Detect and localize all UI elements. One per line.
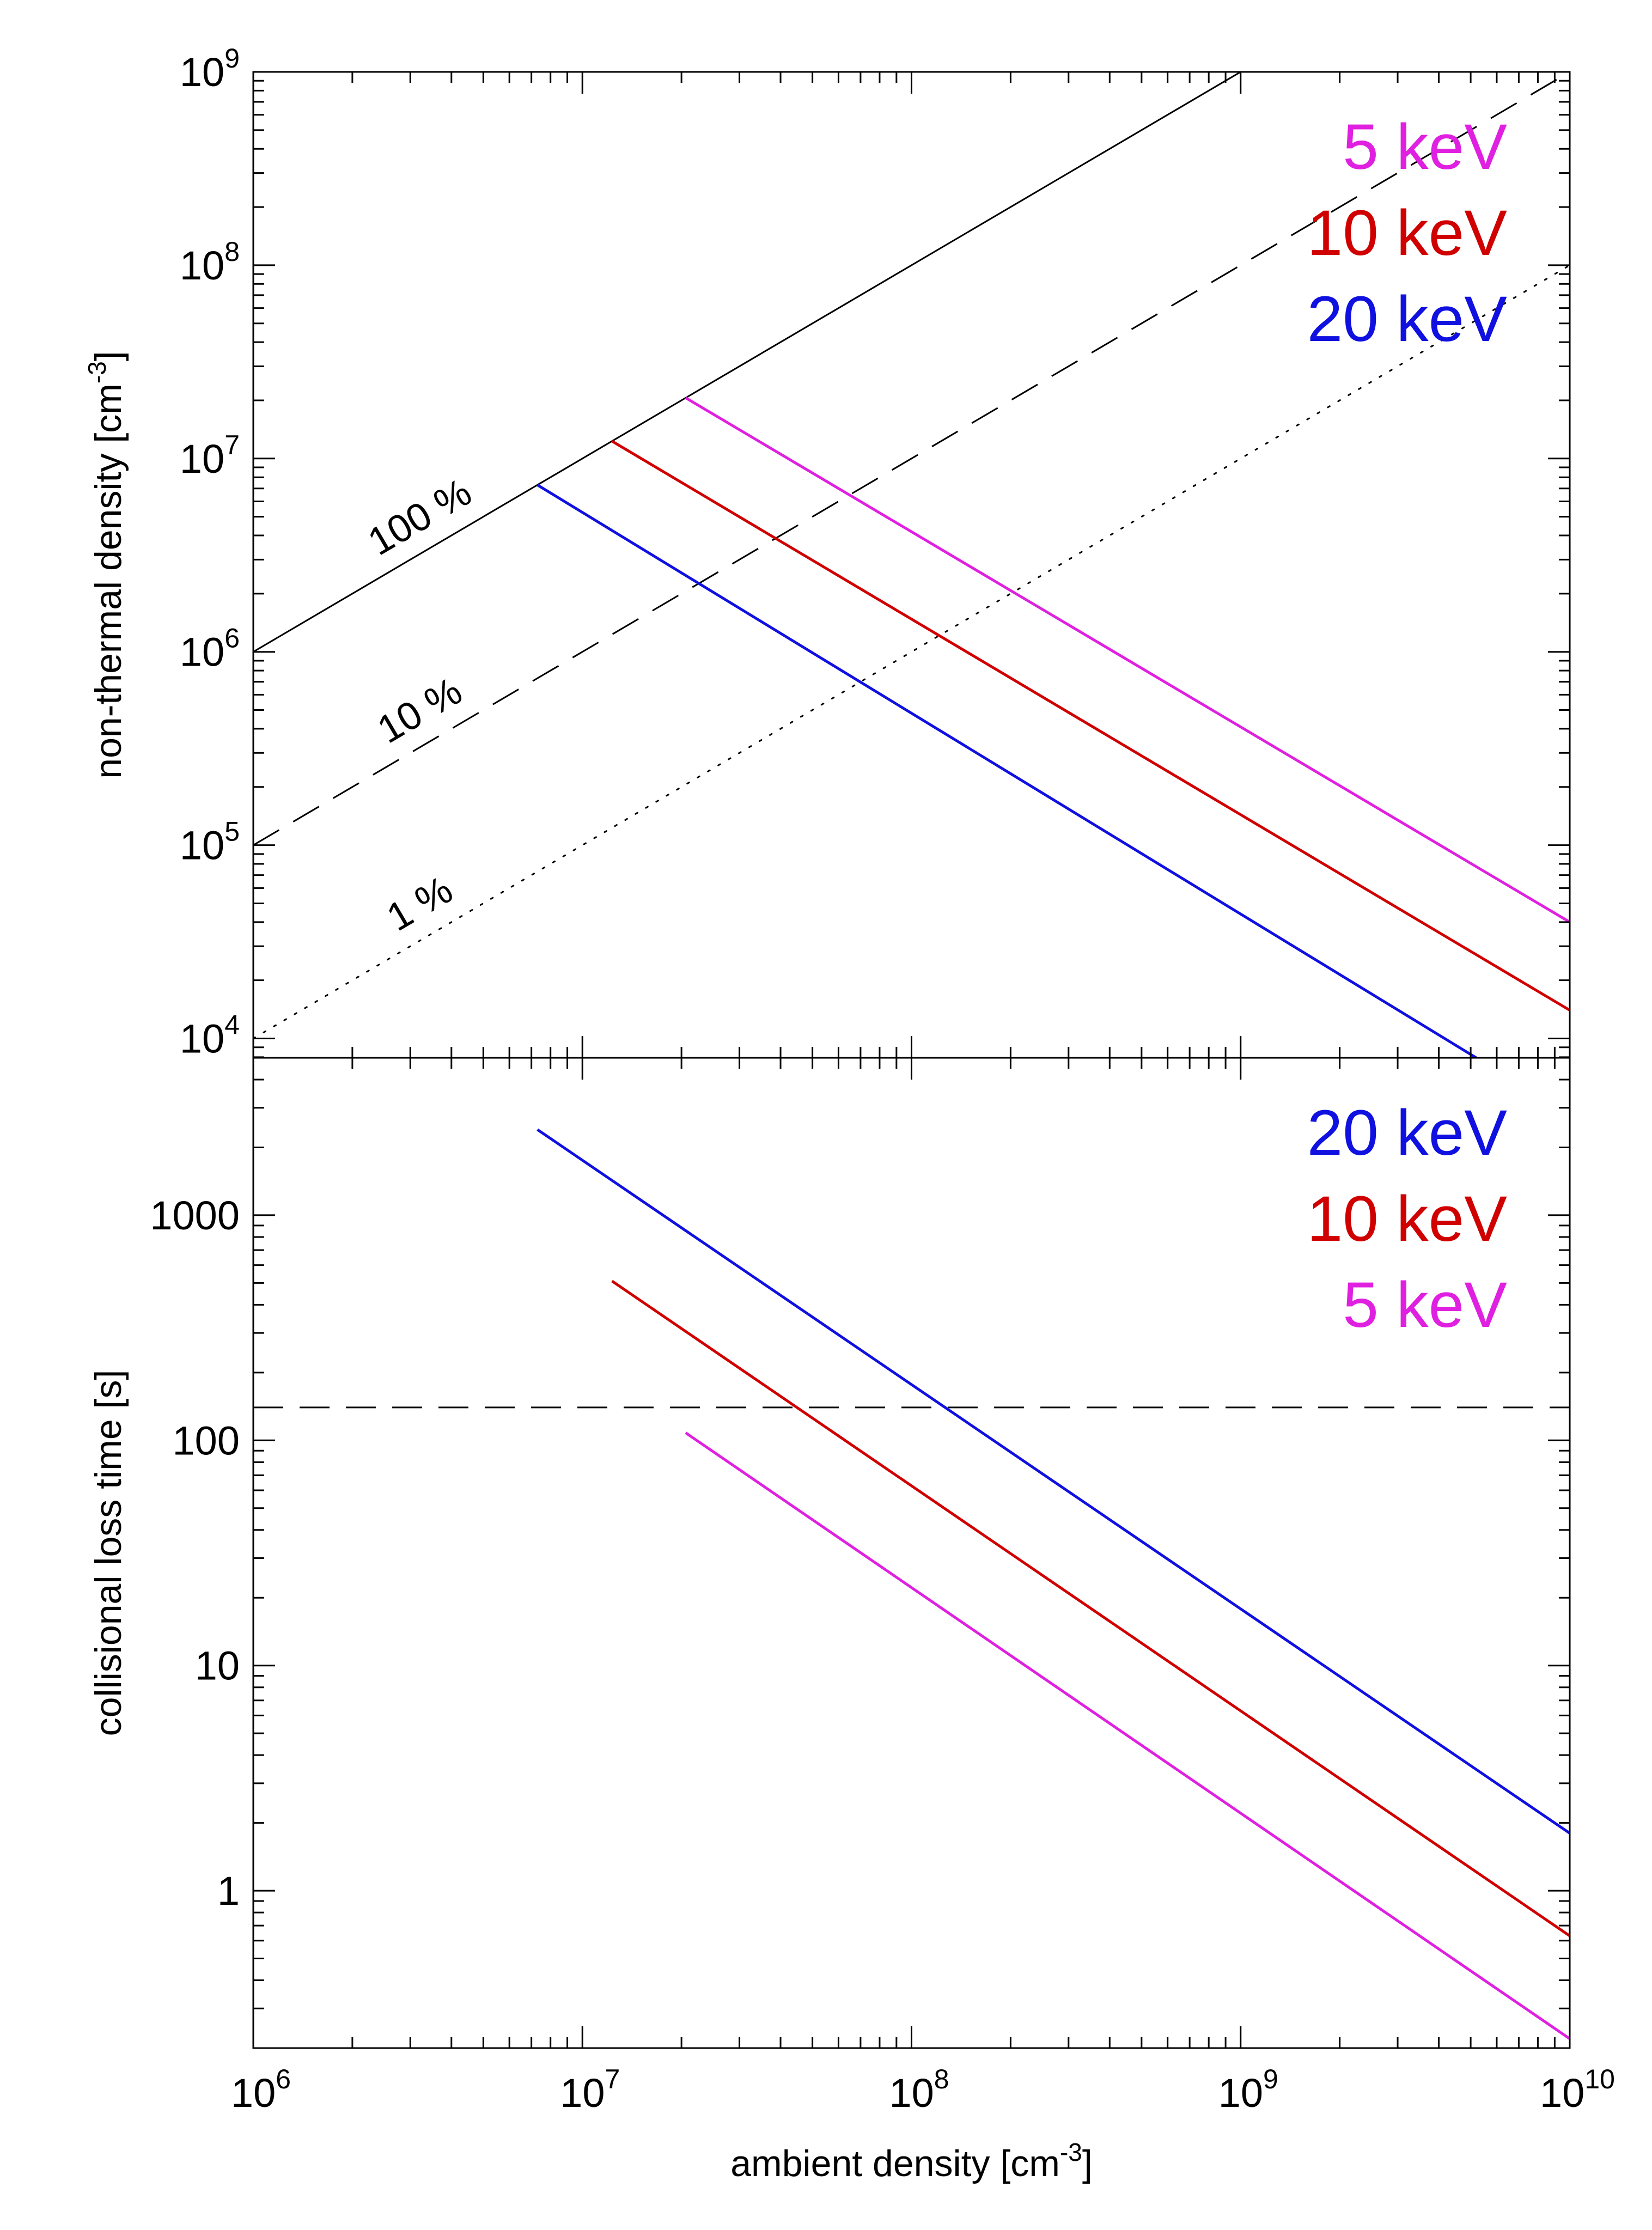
bottom-panel: 1 10 100 1000 106 107 108 109 1010 20 keV 10 keV… (88, 1057, 1615, 2184)
legend-entry-10-kev: 10 keV (1307, 197, 1508, 269)
series-line-5-kev (685, 1431, 1570, 2040)
legend-entry-10-kev: 10 keV (1307, 1183, 1508, 1255)
y-tick-label: 1 (217, 1868, 240, 1914)
y-tick-label: 10 (195, 1643, 240, 1689)
y-tick-label: 100 (173, 1418, 240, 1463)
bottom-legend: 20 keV 10 keV 5 keV (1307, 1097, 1508, 1341)
bottom-y-axis-label: collisional loss time [s] (88, 1370, 129, 1737)
x-tick-labels: 106 107 108 109 1010 (231, 2064, 1615, 2116)
bottom-plot-area (253, 1128, 1570, 2040)
top-y-tick-labels: 104 105 106 107 108 109 (180, 43, 240, 1062)
series-line-10-kev (611, 1279, 1570, 1937)
reference-line-solid-100 (253, 72, 1242, 653)
y-tick-label: 104 (180, 1010, 240, 1062)
series-line-20-kev (537, 484, 1477, 1058)
bottom-y-tick-labels: 1 10 100 1000 (150, 1193, 240, 1914)
x-tick-label: 107 (560, 2064, 620, 2116)
bottom-ticks (252, 1057, 1571, 2049)
reference-line-dotted-1 (253, 264, 1570, 1040)
top-y-axis-label: non-thermal density [cm-3] (83, 351, 129, 778)
y-tick-label: 107 (180, 430, 240, 482)
y-tick-label: 1000 (150, 1193, 240, 1238)
top-plot-area (253, 72, 1570, 1058)
y-tick-label: 108 (180, 236, 240, 288)
series-line-10-kev (611, 440, 1570, 1012)
y-tick-label: 106 (180, 623, 240, 675)
x-tick-label: 109 (1218, 2064, 1278, 2116)
legend-entry-5-kev: 5 keV (1343, 111, 1507, 183)
series-line-20-kev (537, 1128, 1570, 1835)
reference-line-dashed-10 (253, 72, 1570, 846)
x-tick-label: 106 (231, 2064, 291, 2116)
series-line-5-kev (685, 397, 1570, 923)
x-tick-label: 1010 (1540, 2064, 1615, 2116)
y-tick-label: 105 (180, 817, 240, 868)
x-axis-label: ambient density [cm-3] (730, 2138, 1093, 2184)
y-tick-label: 109 (180, 43, 240, 95)
legend-entry-20-kev: 20 keV (1307, 1097, 1508, 1169)
x-tick-label: 108 (889, 2064, 949, 2116)
legend-entry-20-kev: 20 keV (1307, 283, 1508, 355)
top-ticks (252, 71, 1571, 1058)
legend-entry-5-kev: 5 keV (1343, 1269, 1507, 1341)
